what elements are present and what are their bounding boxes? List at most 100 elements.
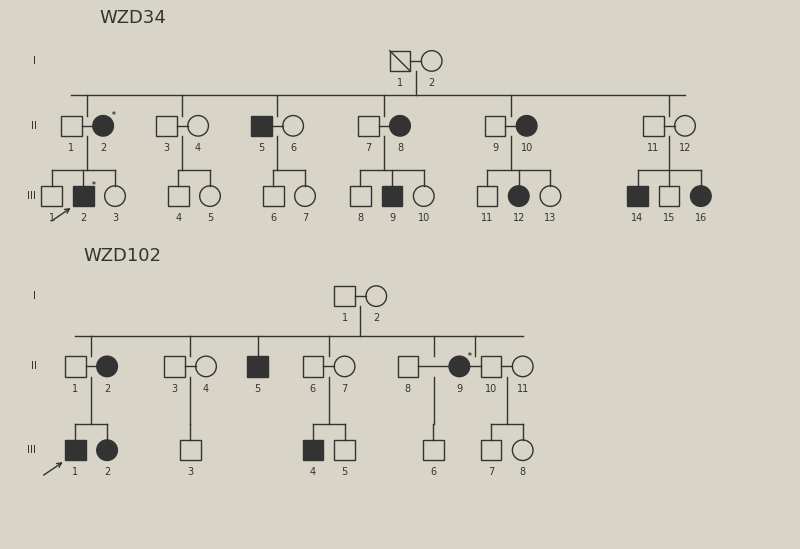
Text: 4: 4 [310, 467, 316, 478]
Ellipse shape [97, 440, 118, 461]
Ellipse shape [200, 186, 220, 206]
Text: II: II [31, 121, 38, 131]
Ellipse shape [188, 115, 209, 136]
Text: 5: 5 [254, 384, 261, 394]
Text: 4: 4 [195, 143, 201, 153]
Text: 7: 7 [488, 467, 494, 478]
Text: *: * [92, 181, 95, 191]
Text: 3: 3 [187, 467, 194, 478]
Text: 2: 2 [104, 384, 110, 394]
Bar [477, 186, 498, 206]
Text: 5: 5 [342, 467, 348, 478]
Text: 10: 10 [485, 384, 497, 394]
Text: 1: 1 [68, 143, 74, 153]
Ellipse shape [509, 186, 529, 206]
Text: 5: 5 [207, 213, 213, 223]
Ellipse shape [512, 440, 533, 461]
Ellipse shape [196, 356, 216, 377]
Text: 13: 13 [544, 213, 557, 223]
Text: 5: 5 [258, 143, 265, 153]
Ellipse shape [105, 186, 126, 206]
Text: 8: 8 [520, 467, 526, 478]
Bar [42, 186, 62, 206]
Text: WZD102: WZD102 [83, 247, 162, 265]
Text: 7: 7 [366, 143, 371, 153]
Bar [263, 186, 284, 206]
Text: 10: 10 [418, 213, 430, 223]
Text: 16: 16 [694, 213, 707, 223]
Text: 4: 4 [203, 384, 209, 394]
Bar [398, 356, 418, 377]
Text: 1: 1 [49, 213, 54, 223]
Text: 14: 14 [631, 213, 644, 223]
Text: 6: 6 [290, 143, 296, 153]
Text: *: * [111, 111, 115, 120]
Bar [382, 186, 402, 206]
Text: 6: 6 [430, 467, 436, 478]
Text: 2: 2 [100, 143, 106, 153]
Bar [481, 356, 502, 377]
Text: III: III [26, 191, 35, 201]
Ellipse shape [93, 115, 114, 136]
Text: 15: 15 [663, 213, 675, 223]
Text: 9: 9 [456, 384, 462, 394]
Text: 7: 7 [302, 213, 308, 223]
Bar [302, 440, 323, 461]
Text: 2: 2 [429, 78, 434, 88]
Bar [65, 356, 86, 377]
Text: WZD34: WZD34 [99, 9, 166, 27]
Bar [350, 186, 370, 206]
Bar [180, 440, 201, 461]
Text: 1: 1 [72, 467, 78, 478]
Text: 6: 6 [310, 384, 316, 394]
Ellipse shape [674, 115, 695, 136]
Bar [334, 440, 355, 461]
Text: 8: 8 [405, 384, 411, 394]
Text: 10: 10 [521, 143, 533, 153]
Bar [358, 115, 378, 136]
Text: 4: 4 [175, 213, 182, 223]
Text: 8: 8 [358, 213, 363, 223]
Ellipse shape [690, 186, 711, 206]
Bar [390, 51, 410, 71]
Bar [643, 115, 664, 136]
Text: 1: 1 [397, 78, 403, 88]
Text: 11: 11 [647, 143, 659, 153]
Ellipse shape [283, 115, 303, 136]
Ellipse shape [294, 186, 315, 206]
Text: 1: 1 [72, 384, 78, 394]
Ellipse shape [422, 51, 442, 71]
Text: I: I [33, 291, 36, 301]
Bar [302, 356, 323, 377]
Bar [164, 356, 185, 377]
Bar [168, 186, 189, 206]
Bar [65, 440, 86, 461]
Text: I: I [33, 56, 36, 66]
Ellipse shape [414, 186, 434, 206]
Bar [627, 186, 648, 206]
Text: 11: 11 [517, 384, 529, 394]
Ellipse shape [366, 286, 386, 306]
Ellipse shape [390, 115, 410, 136]
Ellipse shape [540, 186, 561, 206]
Text: II: II [31, 361, 38, 372]
Text: 12: 12 [679, 143, 691, 153]
Ellipse shape [449, 356, 470, 377]
Bar [73, 186, 94, 206]
Bar [61, 115, 82, 136]
Ellipse shape [97, 356, 118, 377]
Ellipse shape [334, 356, 355, 377]
Bar [156, 115, 177, 136]
Text: 2: 2 [104, 467, 110, 478]
Text: 2: 2 [80, 213, 86, 223]
Text: 3: 3 [112, 213, 118, 223]
Text: 3: 3 [171, 384, 178, 394]
Text: 8: 8 [397, 143, 403, 153]
Text: 1: 1 [342, 313, 348, 323]
Text: 11: 11 [481, 213, 494, 223]
Text: 2: 2 [373, 313, 379, 323]
Text: III: III [26, 445, 35, 455]
Text: 12: 12 [513, 213, 525, 223]
Ellipse shape [516, 115, 537, 136]
Bar [659, 186, 679, 206]
